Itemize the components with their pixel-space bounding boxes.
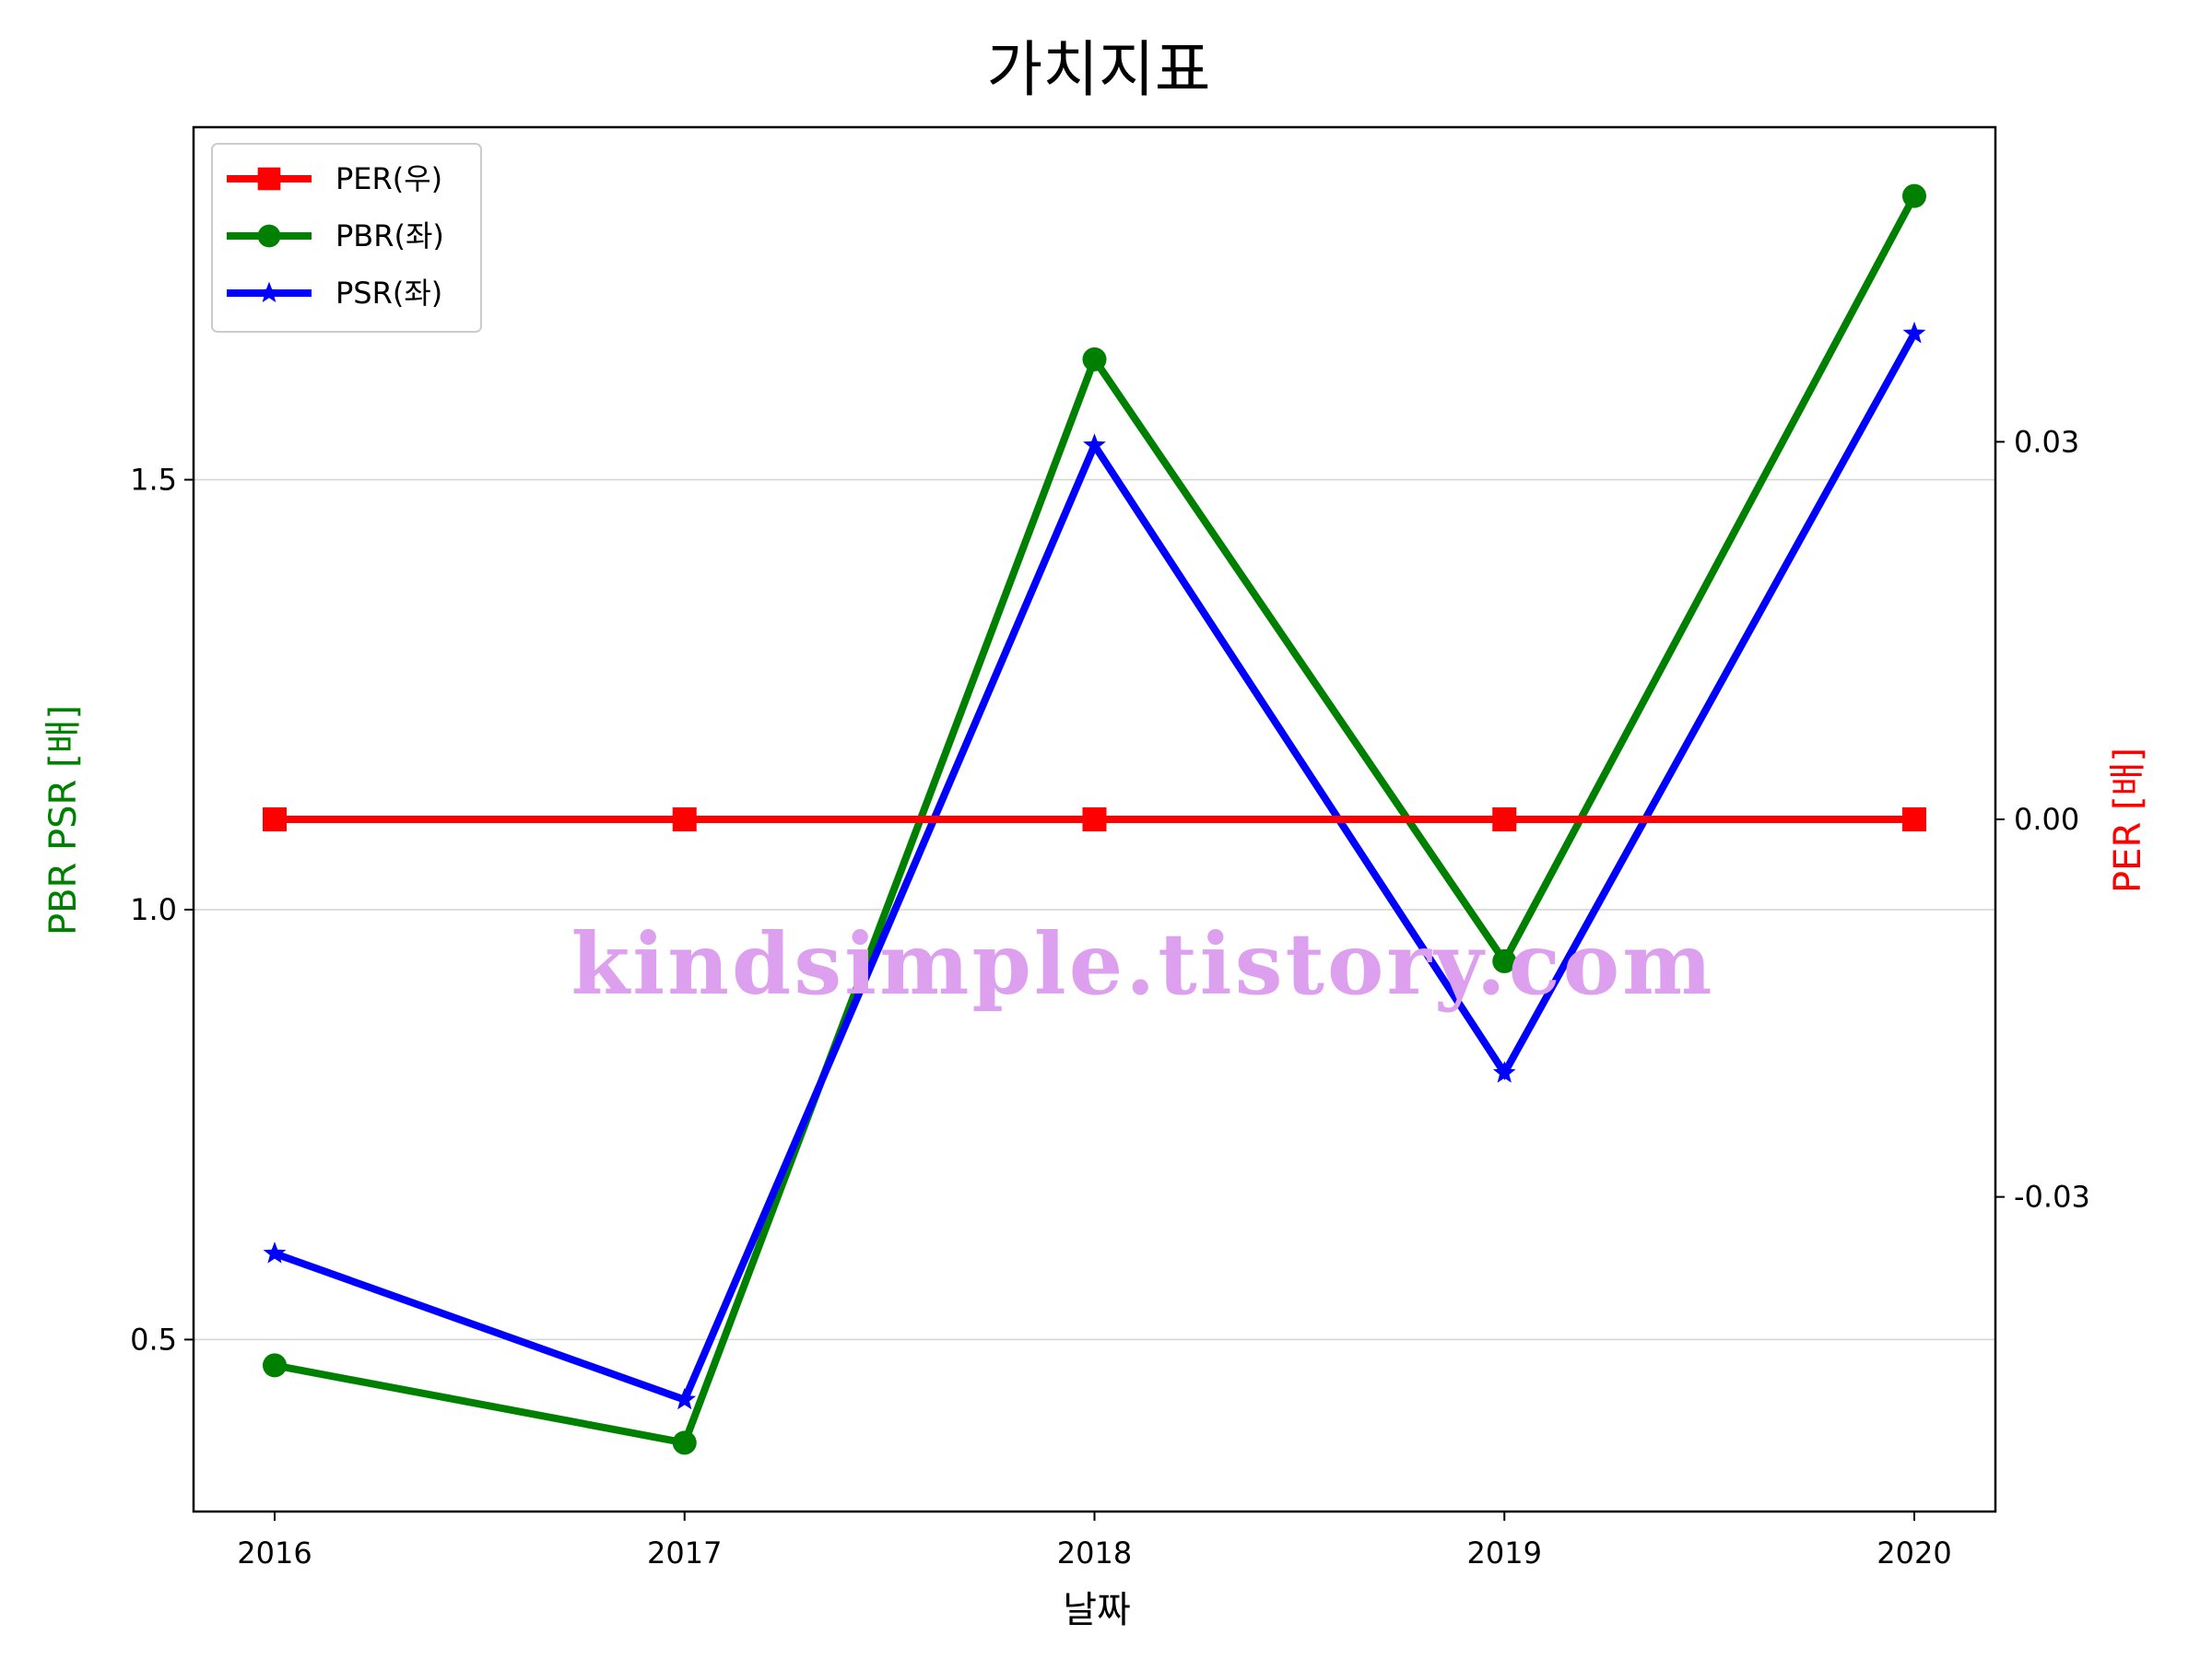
data-point bbox=[263, 1353, 287, 1378]
legend-items: PER(우) PBR(좌) PSR(좌) bbox=[227, 161, 444, 311]
y-left-tick-label: 1.5 bbox=[130, 462, 177, 497]
legend-label: PER(우) bbox=[335, 161, 442, 196]
data-point bbox=[672, 807, 697, 831]
x-tick-label: 2020 bbox=[1877, 1535, 1951, 1571]
y-right-tick-label: 0.00 bbox=[2014, 802, 2079, 837]
y-right-tick-label: 0.03 bbox=[2014, 424, 2079, 459]
y-left-tick-label: 0.5 bbox=[130, 1322, 177, 1357]
y-right-tick-label: -0.03 bbox=[2014, 1180, 2090, 1215]
grid-lines bbox=[194, 478, 1995, 1341]
data-point bbox=[1492, 807, 1517, 831]
x-tick-label: 2016 bbox=[237, 1535, 312, 1571]
legend-swatch-marker bbox=[257, 167, 281, 191]
series-layer bbox=[263, 183, 1926, 1455]
legend-label: PSR(좌) bbox=[335, 276, 442, 311]
legend: PER(우) PBR(좌) PSR(좌) bbox=[211, 143, 482, 333]
legend-label: PBR(좌) bbox=[335, 218, 444, 253]
legend-swatch-marker bbox=[258, 281, 280, 302]
data-point bbox=[263, 1241, 287, 1264]
data-point bbox=[1082, 347, 1107, 371]
x-tick-label: 2019 bbox=[1467, 1535, 1542, 1571]
data-point bbox=[263, 807, 287, 831]
x-tick-label: 2018 bbox=[1057, 1535, 1132, 1571]
y-axis-left-label: PBR PSR [배] bbox=[42, 705, 85, 935]
data-point bbox=[672, 1430, 697, 1455]
data-point bbox=[1492, 1061, 1516, 1083]
x-tick-label: 2017 bbox=[647, 1535, 722, 1571]
data-point bbox=[1492, 948, 1517, 973]
data-point bbox=[1083, 433, 1106, 455]
axes: 0.5 1.0 1.5 -0.03 0.00 0.03 2016 2017 2018 2019 20… bbox=[130, 424, 2090, 1571]
y-left-tick-label: 1.0 bbox=[130, 892, 177, 927]
watermark: kindsimple.tistory.com bbox=[571, 914, 1714, 1014]
legend-box bbox=[211, 143, 482, 333]
data-point bbox=[673, 1387, 697, 1410]
x-axis-label: 날짜 bbox=[1063, 1589, 1131, 1631]
y-axis-right-label: PER [배] bbox=[2107, 747, 2149, 893]
chart-title: 가치지표 bbox=[987, 34, 1211, 105]
data-point bbox=[1902, 183, 1926, 208]
data-point bbox=[1902, 807, 1926, 831]
legend-swatch-marker bbox=[257, 224, 281, 248]
data-point bbox=[1082, 807, 1107, 831]
data-point bbox=[1902, 321, 1926, 344]
